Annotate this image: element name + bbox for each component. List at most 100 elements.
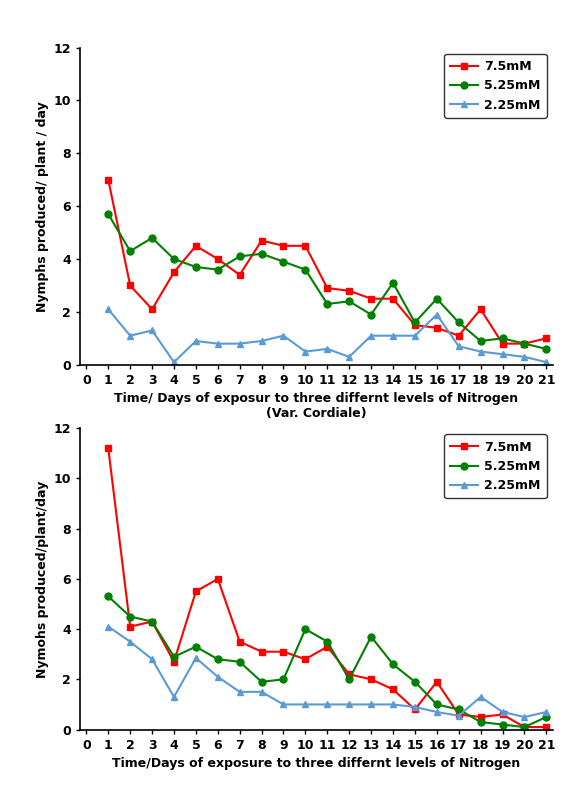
7.5mM <box>237 637 243 646</box>
7.5mM <box>302 241 309 251</box>
5.25mM <box>105 209 112 219</box>
2.25mM <box>455 711 462 721</box>
7.5mM <box>193 587 200 596</box>
7.5mM <box>389 294 396 304</box>
5.25mM <box>127 612 133 622</box>
7.5mM <box>170 657 177 666</box>
5.25mM <box>302 265 309 274</box>
2.25mM <box>346 352 353 362</box>
7.5mM <box>521 339 528 348</box>
7.5mM <box>258 647 265 657</box>
7.5mM <box>324 283 331 293</box>
5.25mM <box>477 717 484 726</box>
7.5mM <box>455 710 462 719</box>
5.25mM <box>258 677 265 687</box>
5.25mM <box>149 233 156 243</box>
Y-axis label: Nymohs produced/plant/day: Nymohs produced/plant/day <box>36 481 49 677</box>
5.25mM <box>193 262 200 272</box>
5.25mM <box>149 617 156 626</box>
5.25mM <box>105 592 112 601</box>
7.5mM <box>302 654 309 664</box>
7.5mM <box>214 574 221 584</box>
2.25mM <box>237 339 243 348</box>
7.5mM <box>105 175 112 185</box>
5.25mM <box>499 334 506 343</box>
2.25mM <box>499 707 506 717</box>
2.25mM <box>477 347 484 356</box>
7.5mM <box>543 334 549 343</box>
7.5mM <box>346 669 353 679</box>
7.5mM <box>412 320 418 330</box>
2.25mM <box>477 692 484 702</box>
2.25mM <box>324 699 331 709</box>
5.25mM <box>280 675 287 684</box>
2.25mM <box>105 622 112 631</box>
2.25mM <box>302 347 309 356</box>
5.25mM <box>237 251 243 261</box>
7.5mM <box>324 642 331 652</box>
X-axis label: Time/Days of exposure to three differnt levels of Nitrogen: Time/Days of exposure to three differnt … <box>112 757 520 770</box>
7.5mM <box>193 241 200 251</box>
7.5mM <box>455 331 462 340</box>
7.5mM <box>258 236 265 245</box>
2.25mM <box>170 692 177 702</box>
7.5mM <box>477 712 484 722</box>
2.25mM <box>521 352 528 362</box>
2.25mM <box>324 344 331 354</box>
5.25mM <box>477 336 484 346</box>
2.25mM <box>258 687 265 696</box>
2.25mM <box>499 350 506 359</box>
Line: 5.25mM: 5.25mM <box>105 211 550 352</box>
Line: 7.5mM: 7.5mM <box>105 445 550 730</box>
2.25mM <box>258 336 265 346</box>
Legend: 7.5mM, 5.25mM, 2.25mM: 7.5mM, 5.25mM, 2.25mM <box>444 435 547 499</box>
2.25mM <box>521 712 528 722</box>
5.25mM <box>237 657 243 666</box>
5.25mM <box>368 310 374 320</box>
5.25mM <box>389 278 396 288</box>
5.25mM <box>258 249 265 259</box>
7.5mM <box>433 323 440 332</box>
7.5mM <box>170 267 177 277</box>
2.25mM <box>368 699 374 709</box>
5.25mM <box>214 654 221 664</box>
Line: 2.25mM: 2.25mM <box>105 306 550 366</box>
5.25mM <box>193 642 200 652</box>
5.25mM <box>543 344 549 354</box>
5.25mM <box>521 722 528 732</box>
5.25mM <box>433 294 440 304</box>
5.25mM <box>521 339 528 348</box>
7.5mM <box>280 241 287 251</box>
7.5mM <box>346 286 353 296</box>
Y-axis label: Nymphs produced/ plant / day: Nymphs produced/ plant / day <box>36 101 49 312</box>
7.5mM <box>149 617 156 626</box>
5.25mM <box>389 660 396 669</box>
2.25mM <box>368 331 374 340</box>
2.25mM <box>280 699 287 709</box>
2.25mM <box>149 654 156 664</box>
Legend: 7.5mM, 5.25mM, 2.25mM: 7.5mM, 5.25mM, 2.25mM <box>444 54 547 118</box>
2.25mM <box>433 310 440 320</box>
2.25mM <box>149 326 156 335</box>
5.25mM <box>455 705 462 714</box>
2.25mM <box>543 358 549 367</box>
2.25mM <box>412 703 418 712</box>
5.25mM <box>412 318 418 328</box>
2.25mM <box>455 342 462 351</box>
7.5mM <box>433 677 440 687</box>
2.25mM <box>170 358 177 367</box>
7.5mM <box>368 675 374 684</box>
5.25mM <box>214 265 221 274</box>
2.25mM <box>214 672 221 681</box>
5.25mM <box>412 677 418 687</box>
5.25mM <box>170 652 177 661</box>
7.5mM <box>368 294 374 304</box>
5.25mM <box>455 318 462 328</box>
7.5mM <box>477 305 484 314</box>
7.5mM <box>412 705 418 714</box>
7.5mM <box>543 722 549 732</box>
Line: 7.5mM: 7.5mM <box>105 176 550 347</box>
Line: 2.25mM: 2.25mM <box>105 623 550 721</box>
7.5mM <box>389 684 396 694</box>
5.25mM <box>324 637 331 646</box>
